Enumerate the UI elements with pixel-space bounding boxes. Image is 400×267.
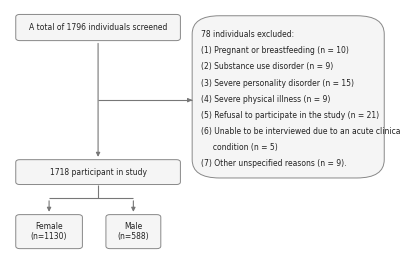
Text: 1718 participant in study: 1718 participant in study — [50, 168, 146, 176]
FancyBboxPatch shape — [16, 160, 180, 184]
Text: (1) Pregnant or breastfeeding (n = 10): (1) Pregnant or breastfeeding (n = 10) — [201, 46, 349, 55]
Text: (3) Severe personality disorder (n = 15): (3) Severe personality disorder (n = 15) — [201, 78, 354, 88]
Text: 78 individuals excluded:: 78 individuals excluded: — [201, 30, 294, 39]
Text: (4) Severe physical illness (n = 9): (4) Severe physical illness (n = 9) — [201, 95, 330, 104]
Text: Male
(n=588): Male (n=588) — [118, 222, 149, 241]
Text: Female
(n=1130): Female (n=1130) — [31, 222, 67, 241]
Text: condition (n = 5): condition (n = 5) — [201, 143, 278, 152]
Text: A total of 1796 individuals screened: A total of 1796 individuals screened — [29, 23, 167, 32]
Text: (2) Substance use disorder (n = 9): (2) Substance use disorder (n = 9) — [201, 62, 333, 71]
FancyBboxPatch shape — [192, 16, 384, 178]
Text: (7) Other unspecified reasons (n = 9).: (7) Other unspecified reasons (n = 9). — [201, 159, 346, 168]
FancyBboxPatch shape — [16, 14, 180, 41]
FancyBboxPatch shape — [16, 215, 82, 249]
FancyBboxPatch shape — [106, 215, 161, 249]
Text: (6) Unable to be interviewed due to an acute clinical: (6) Unable to be interviewed due to an a… — [201, 127, 400, 136]
Text: (5) Refusal to participate in the study (n = 21): (5) Refusal to participate in the study … — [201, 111, 379, 120]
